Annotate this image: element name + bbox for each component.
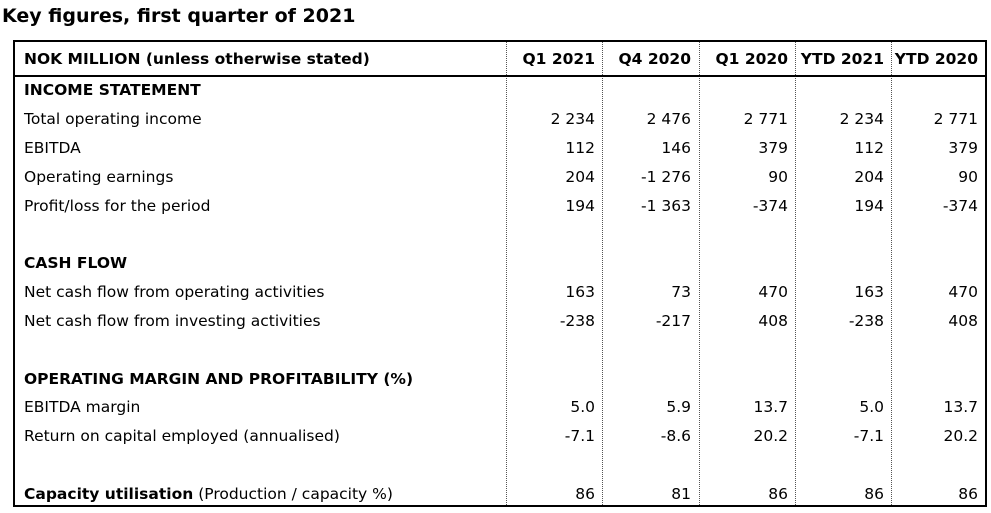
cell-q4-2020: 73: [671, 283, 691, 301]
cell-q4-2020: 146: [661, 139, 691, 157]
header-divider: [15, 75, 985, 77]
section-heading-label: OPERATING MARGIN AND PROFITABILITY (%): [24, 370, 414, 388]
cell-q4-2020: 2 476: [646, 110, 691, 128]
cell-ytd-2020: 2 771: [933, 110, 978, 128]
table-row-capacity-utilisation: Capacity utilisation (Production / capac…: [15, 480, 985, 509]
row-label: Return on capital employed (annualised): [24, 427, 340, 445]
header-col-ytd-2020: YTD 2020: [894, 50, 978, 68]
cell-ytd-2021: 112: [854, 139, 884, 157]
cell-ytd-2021: 204: [854, 168, 884, 186]
section-heading-income-statement: INCOME STATEMENT: [15, 76, 985, 105]
cell-ytd-2020: 13.7: [943, 398, 978, 416]
cell-q1-2020: 2 771: [743, 110, 788, 128]
cell-ytd-2020: -374: [942, 197, 978, 215]
row-label: EBITDA margin: [24, 398, 141, 416]
cell-q1-2021: 204: [565, 168, 595, 186]
cell-ytd-2020: 470: [948, 283, 978, 301]
cell-ytd-2021: 86: [864, 485, 884, 503]
row-label-bold: Capacity utilisation: [24, 485, 194, 503]
cell-q1-2020: 379: [758, 139, 788, 157]
cell-q4-2020: -1 276: [641, 168, 691, 186]
cell-ytd-2020: 379: [948, 139, 978, 157]
cell-q4-2020: 81: [671, 485, 691, 503]
key-figures-table: NOK MILLION (unless otherwise stated) Q1…: [13, 40, 987, 507]
table-row: Profit/loss for the period 194 -1 363 -3…: [15, 192, 985, 221]
cell-q1-2021: 5.0: [570, 398, 595, 416]
column-separator: [602, 42, 603, 505]
table-row: Net cash flow from investing activities …: [15, 307, 985, 336]
section-heading-label: CASH FLOW: [24, 254, 128, 272]
cell-q4-2020: -217: [655, 312, 691, 330]
cell-ytd-2020: 408: [948, 312, 978, 330]
row-label: Operating earnings: [24, 168, 174, 186]
cell-q1-2020: 470: [758, 283, 788, 301]
cell-q1-2020: 408: [758, 312, 788, 330]
section-heading-label: INCOME STATEMENT: [24, 81, 201, 99]
column-separator: [506, 42, 507, 505]
row-label: Total operating income: [24, 110, 202, 128]
cell-q1-2021: 194: [565, 197, 595, 215]
section-heading-cash-flow: CASH FLOW: [15, 249, 985, 278]
row-label: Profit/loss for the period: [24, 197, 211, 215]
table-row: Net cash flow from operating activities …: [15, 278, 985, 307]
table-row: EBITDA margin 5.0 5.9 13.7 5.0 13.7: [15, 393, 985, 422]
header-col-ytd-2021: YTD 2021: [800, 50, 884, 68]
table-row: EBITDA 112 146 379 112 379: [15, 134, 985, 163]
table-row: Total operating income 2 234 2 476 2 771…: [15, 105, 985, 134]
row-label: Net cash flow from investing activities: [24, 312, 321, 330]
cell-ytd-2020: 20.2: [943, 427, 978, 445]
cell-q1-2020: 86: [768, 485, 788, 503]
cell-q1-2021: 112: [565, 139, 595, 157]
row-label-rest: (Production / capacity %): [193, 485, 393, 503]
header-col-q1-2020: Q1 2020: [715, 50, 789, 68]
page-title: Key figures, first quarter of 2021: [2, 5, 356, 27]
cell-ytd-2020: 90: [958, 168, 978, 186]
row-label: EBITDA: [24, 139, 81, 157]
cell-ytd-2021: 194: [854, 197, 884, 215]
column-separator: [699, 42, 700, 505]
cell-q1-2021: -7.1: [564, 427, 595, 445]
header-label: NOK MILLION (unless otherwise stated): [24, 50, 370, 68]
table-row: Operating earnings 204 -1 276 90 204 90: [15, 163, 985, 192]
cell-q1-2020: 20.2: [753, 427, 788, 445]
cell-q1-2021: 86: [575, 485, 595, 503]
cell-ytd-2021: 2 234: [839, 110, 884, 128]
column-separator: [795, 42, 796, 505]
table-header-row: NOK MILLION (unless otherwise stated) Q1…: [15, 45, 985, 74]
row-label: Capacity utilisation (Production / capac…: [24, 480, 393, 509]
cell-q1-2021: 2 234: [550, 110, 595, 128]
cell-ytd-2021: 5.0: [859, 398, 884, 416]
cell-q1-2021: -238: [559, 312, 595, 330]
cell-q1-2020: 13.7: [753, 398, 788, 416]
cell-q4-2020: 5.9: [666, 398, 691, 416]
cell-q1-2020: -374: [752, 197, 788, 215]
cell-q4-2020: -8.6: [660, 427, 691, 445]
column-separator: [891, 42, 892, 505]
cell-ytd-2021: 163: [854, 283, 884, 301]
cell-ytd-2020: 86: [958, 485, 978, 503]
cell-q1-2020: 90: [768, 168, 788, 186]
table-row: Return on capital employed (annualised) …: [15, 422, 985, 451]
cell-q1-2021: 163: [565, 283, 595, 301]
section-heading-operating-margin: OPERATING MARGIN AND PROFITABILITY (%): [15, 365, 985, 394]
cell-ytd-2021: -7.1: [853, 427, 884, 445]
cell-ytd-2021: -238: [848, 312, 884, 330]
row-label: Net cash flow from operating activities: [24, 283, 325, 301]
cell-q4-2020: -1 363: [641, 197, 691, 215]
header-col-q1-2021: Q1 2021: [522, 50, 596, 68]
header-col-q4-2020: Q4 2020: [618, 50, 692, 68]
